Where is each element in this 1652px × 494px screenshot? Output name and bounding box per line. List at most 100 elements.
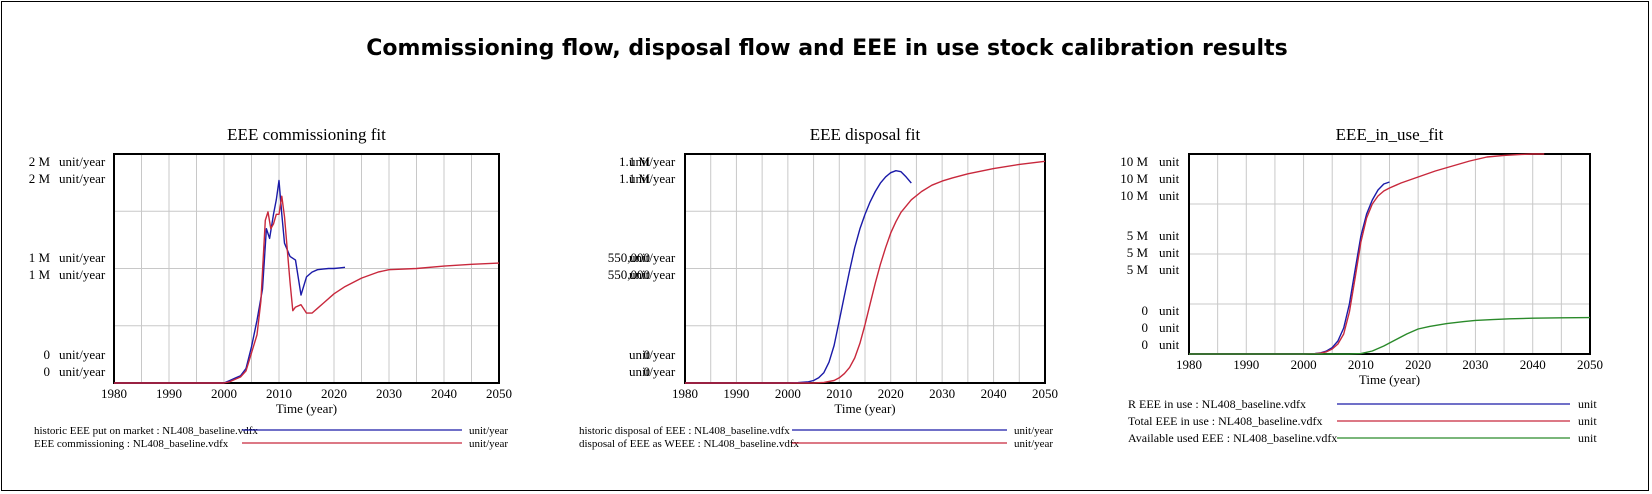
legend-label: historic EEE put on market : NL408_basel… xyxy=(34,425,258,437)
x-tick-label: 2020 xyxy=(878,386,904,401)
series-line-3 xyxy=(1189,316,1591,355)
x-tick-label: 1990 xyxy=(156,386,182,401)
y-tick-unit: unit/year xyxy=(629,250,676,265)
legend-label: Available used EEE : NL408_baseline.vdfx xyxy=(1128,431,1337,445)
plot-area-frame xyxy=(1188,153,1591,355)
y-tick-label: 0 xyxy=(1142,337,1149,352)
x-axis-label: Time (year) xyxy=(276,401,337,416)
y-tick-label: 10 M xyxy=(1120,171,1148,186)
x-tick-label: 1990 xyxy=(723,386,749,401)
y-tick-unit: unit/year xyxy=(629,364,676,379)
x-tick-label: 2000 xyxy=(775,386,801,401)
x-tick-label: 2000 xyxy=(1291,357,1317,372)
y-tick-label: 10 M xyxy=(1120,154,1148,169)
series-line-2 xyxy=(685,160,1046,384)
y-tick-unit: unit/year xyxy=(629,347,676,362)
chart-title: EEE disposal fit xyxy=(810,125,921,144)
chart-title: EEE_in_use_fit xyxy=(1336,125,1444,144)
y-tick-label: 0 xyxy=(44,364,51,379)
y-tick-label: 0 xyxy=(644,347,651,362)
x-tick-label: 2010 xyxy=(826,386,852,401)
y-tick-unit: unit xyxy=(1159,337,1180,352)
y-tick-unit: unit xyxy=(1159,245,1180,260)
chart-title: EEE commissioning fit xyxy=(227,125,386,144)
y-tick-unit: unit xyxy=(1159,188,1180,203)
series-line-1 xyxy=(114,179,346,384)
series-line-1 xyxy=(1189,181,1390,355)
x-tick-label: 2030 xyxy=(1462,357,1488,372)
x-tick-label: 1990 xyxy=(1233,357,1259,372)
y-tick-label: 2 M xyxy=(29,154,51,169)
y-tick-unit: unit/year xyxy=(629,171,676,186)
y-tick-label: 5 M xyxy=(1127,262,1149,277)
x-axis-label: Time (year) xyxy=(1359,372,1420,387)
y-tick-unit: unit/year xyxy=(629,154,676,169)
y-tick-unit: unit xyxy=(1159,228,1180,243)
legend-label: historic disposal of EEE : NL408_baselin… xyxy=(579,425,790,437)
x-tick-label: 2010 xyxy=(1348,357,1374,372)
y-tick-label: 550,000 xyxy=(608,267,650,282)
y-tick-label: 5 M xyxy=(1127,245,1149,260)
y-tick-label: 5 M xyxy=(1127,228,1149,243)
x-tick-label: 1980 xyxy=(672,386,698,401)
y-tick-unit: unit/year xyxy=(59,154,106,169)
y-tick-unit: unit/year xyxy=(59,250,106,265)
y-tick-unit: unit/year xyxy=(59,347,106,362)
x-tick-label: 2030 xyxy=(929,386,955,401)
x-tick-label: 2010 xyxy=(266,386,292,401)
y-tick-label: 0 xyxy=(644,364,651,379)
y-tick-label: 1 M xyxy=(29,250,51,265)
legend-unit: unit/year xyxy=(469,438,508,450)
y-tick-unit: unit/year xyxy=(59,364,106,379)
plot-area-frame xyxy=(113,153,500,384)
x-tick-label: 2020 xyxy=(1405,357,1431,372)
x-tick-label: 2050 xyxy=(1577,357,1603,372)
page-title: Commissioning flow, disposal flow and EE… xyxy=(366,36,1288,61)
legend-label: disposal of EEE as WEEE : NL408_baseline… xyxy=(579,438,800,450)
x-tick-label: 1980 xyxy=(1176,357,1202,372)
x-tick-label: 2040 xyxy=(1520,357,1546,372)
series-line-1 xyxy=(685,169,912,384)
y-tick-label: 2 M xyxy=(29,171,51,186)
legend-unit: unit/year xyxy=(469,425,508,437)
y-tick-unit: unit/year xyxy=(59,267,106,282)
legend-unit: unit xyxy=(1578,397,1597,411)
y-tick-unit: unit/year xyxy=(629,267,676,282)
x-tick-label: 2040 xyxy=(431,386,457,401)
plot-area-frame xyxy=(684,153,1046,384)
y-tick-label: 0 xyxy=(1142,303,1149,318)
chart-1: EEE commissioning fit 1980 1990 2000 2010 202… xyxy=(29,125,512,450)
y-tick-label: 550,000 xyxy=(608,250,650,265)
legend-label: EEE commissioning : NL408_baseline.vdfx xyxy=(34,438,229,450)
x-tick-label: 2020 xyxy=(321,386,347,401)
y-tick-unit: unit/year xyxy=(59,171,106,186)
y-tick-label: 0 xyxy=(44,347,51,362)
y-tick-unit: unit xyxy=(1159,154,1180,169)
y-tick-unit: unit xyxy=(1159,320,1180,335)
x-tick-label: 2040 xyxy=(981,386,1007,401)
y-tick-label: 1 M xyxy=(29,267,51,282)
chart-3: EEE_in_use_fit 1980 1990 2000 2010 2020 2030 20… xyxy=(1120,125,1603,445)
legend-unit: unit/year xyxy=(1014,438,1053,450)
legend-label: Total EEE in use : NL408_baseline.vdfx xyxy=(1128,414,1322,428)
series-line-2 xyxy=(114,195,500,384)
y-tick-label: 1.1 M xyxy=(619,154,651,169)
x-tick-label: 2050 xyxy=(486,386,512,401)
y-tick-unit: unit xyxy=(1159,303,1180,318)
x-tick-label: 2000 xyxy=(211,386,237,401)
y-tick-label: 0 xyxy=(1142,320,1149,335)
y-tick-label: 1.1 M xyxy=(619,171,651,186)
x-tick-label: 1980 xyxy=(101,386,127,401)
legend-unit: unit xyxy=(1578,414,1597,428)
legend-unit: unit xyxy=(1578,431,1597,445)
y-tick-unit: unit xyxy=(1159,262,1180,277)
legend-unit: unit/year xyxy=(1014,425,1053,437)
y-tick-unit: unit xyxy=(1159,171,1180,186)
x-tick-label: 2030 xyxy=(376,386,402,401)
series-line-2 xyxy=(1189,153,1545,355)
chart-2: EEE disposal fit 1980 1990 2000 2010 2020 2030… xyxy=(579,125,1058,450)
legend-label: R EEE in use : NL408_baseline.vdfx xyxy=(1128,397,1306,411)
y-tick-label: 10 M xyxy=(1120,188,1148,203)
